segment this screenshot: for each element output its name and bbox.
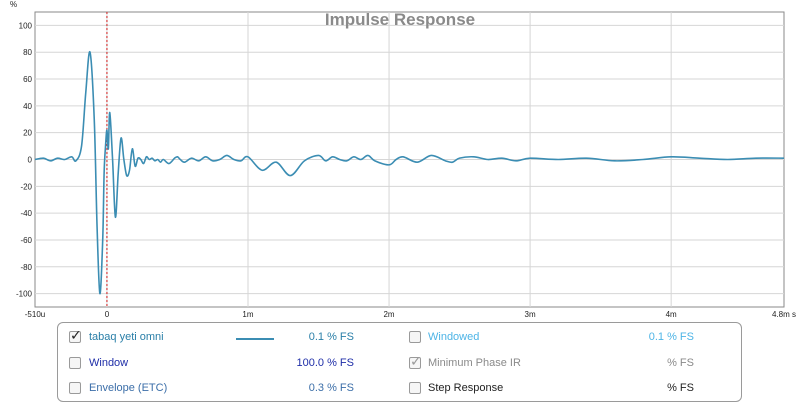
impulse-response-trace [34, 51, 785, 295]
y-tick-label: 20 [23, 129, 32, 138]
y-tick-label: 100 [19, 21, 33, 30]
grid-lines [35, 12, 784, 307]
y-axis-unit: % [10, 0, 17, 9]
legend-row: tabaq yeti omni 0.1 % FS Windowed 0.1 % … [58, 328, 741, 348]
legend-value-measurement: 0.1 % FS [308, 331, 354, 343]
y-tick-label: 80 [23, 48, 32, 57]
legend-value-envelope-etc: 0.3 % FS [308, 382, 354, 394]
legend-panel: tabaq yeti omni 0.1 % FS Windowed 0.1 % … [57, 322, 742, 402]
series-line-swatch [236, 338, 274, 340]
checkbox-window[interactable] [69, 357, 81, 369]
checkbox-tabaq-yeti-omni[interactable] [69, 328, 82, 344]
x-tick-label: 3m [525, 310, 536, 319]
legend-label-step-response: Step Response [428, 382, 504, 394]
legend-row: Window 100.0 % FS Minimum Phase IR % FS [58, 354, 741, 374]
legend-label-measurement: tabaq yeti omni [89, 331, 164, 343]
legend-row: Envelope (ETC) 0.3 % FS Step Response % … [58, 379, 741, 399]
checkbox-step-response[interactable] [409, 382, 421, 394]
legend-label-minimum-phase-ir: Minimum Phase IR [428, 357, 521, 369]
x-tick-label: 0 [105, 310, 110, 319]
y-tick-label: -40 [20, 209, 32, 218]
legend-value-windowed: 0.1 % FS [648, 331, 694, 343]
legend-label-window: Window [89, 357, 129, 369]
legend-value-window: 100.0 % FS [296, 357, 354, 369]
y-tick-labels: 100 80 60 40 20 0 -20 -40 -60 -80 -100 [16, 21, 33, 298]
chart-title: Impulse Response [325, 10, 475, 29]
y-tick-label: 0 [28, 156, 33, 165]
x-tick-label: 2m [383, 310, 394, 319]
y-tick-label: 60 [23, 75, 32, 84]
x-tick-label: 1m [242, 310, 253, 319]
y-tick-label: -60 [20, 236, 32, 245]
checkbox-windowed[interactable] [409, 331, 421, 343]
y-tick-label: 40 [23, 102, 32, 111]
x-tick-labels: -510u 0 1m 2m 3m 4m 4.8m s [25, 310, 796, 319]
legend-value-minimum-phase-ir: % FS [667, 357, 694, 369]
impulse-response-chart: 100 80 60 40 20 0 -20 -40 -60 -80 -100 -510u 0 1m 2m 3… [10, 0, 796, 319]
y-tick-label: -20 [20, 182, 32, 191]
checkbox-envelope-etc[interactable] [69, 382, 81, 394]
legend-label-windowed: Windowed [428, 331, 480, 343]
legend-label-envelope-etc: Envelope (ETC) [89, 382, 168, 394]
y-tick-label: -80 [20, 263, 32, 272]
legend-value-step-response: % FS [667, 382, 694, 394]
x-tick-label: -510u [25, 310, 45, 319]
x-tick-label: 4.8m s [772, 310, 796, 319]
y-tick-label: -100 [16, 290, 33, 299]
checkbox-minimum-phase-ir[interactable] [409, 354, 422, 370]
x-tick-label: 4m [666, 310, 677, 319]
